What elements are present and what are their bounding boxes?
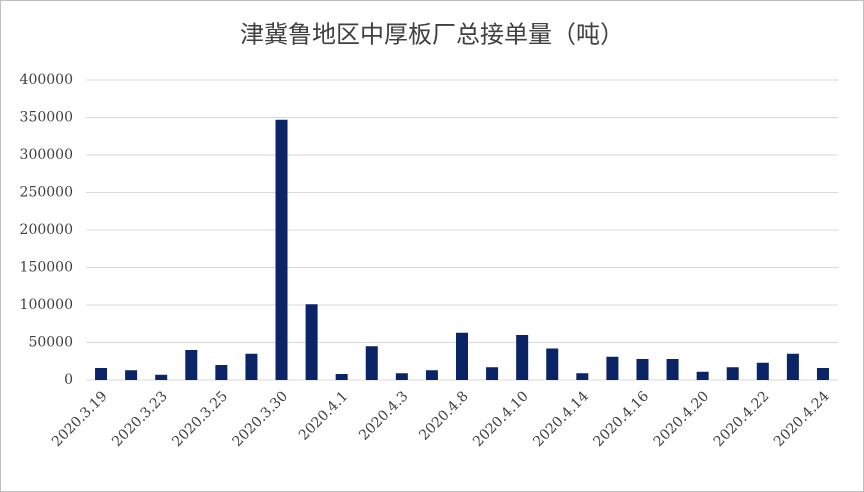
y-tick-label: 350000 [20,110,73,126]
bar [606,356,619,380]
bar [365,346,378,380]
bar [305,304,318,380]
bar [395,373,408,380]
bar [95,368,108,380]
bar [576,373,589,380]
y-tick-label: 200000 [20,222,73,238]
bar [215,365,228,380]
bar [816,368,829,380]
bar [245,353,258,380]
bar [125,370,138,380]
bar [456,332,468,380]
bar [666,359,679,380]
bar [786,353,799,380]
bar [425,370,438,380]
y-tick-label: 150000 [20,260,73,276]
chart-title: 津冀鲁地区中厚板厂总接单量（吨） [240,21,624,49]
bar [726,367,739,380]
y-tick-label: 0 [64,372,73,388]
y-tick-label: 300000 [20,147,73,163]
bar [546,348,559,380]
bar [756,362,769,380]
y-tick-label: 400000 [20,72,73,88]
bar [335,374,348,380]
y-tick-label: 250000 [20,185,73,201]
y-tick-label: 100000 [20,297,73,313]
bar [185,350,198,380]
bar [516,335,529,380]
bar [636,359,649,380]
bar [155,374,168,380]
y-tick-label: 50000 [28,335,73,351]
bar [486,367,499,380]
bar [275,119,288,380]
bar [696,371,709,380]
